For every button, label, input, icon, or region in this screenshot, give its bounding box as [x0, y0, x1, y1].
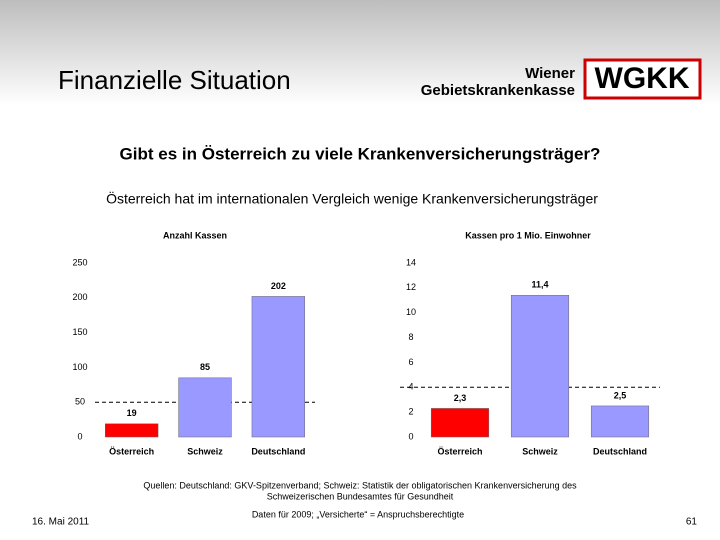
- y-tick-label: 150: [72, 327, 87, 337]
- logo-box: [583, 58, 702, 100]
- y-tick-label: 4: [408, 382, 413, 392]
- page-number: 61: [686, 517, 698, 528]
- bar: [105, 423, 159, 438]
- y-tick-label: 200: [72, 292, 87, 302]
- bar: [251, 296, 305, 438]
- y-tick-label: 100: [72, 362, 87, 372]
- question: Gibt es in Österreich zu viele Krankenve…: [120, 144, 601, 163]
- data-label: 11,4: [531, 280, 548, 290]
- data-label: 2,3: [454, 393, 467, 403]
- y-tick-label: 2: [408, 407, 413, 417]
- header-title: Finanzielle Situation: [58, 65, 291, 95]
- x-tick-label: Deutschland: [251, 446, 305, 456]
- y-tick-label: 14: [406, 257, 416, 267]
- logo-text: Gebietskrankenkasse: [421, 82, 575, 99]
- chart-title: Anzahl Kassen: [163, 230, 227, 240]
- y-tick-label: 10: [406, 307, 416, 317]
- x-tick-label: Österreich: [109, 446, 154, 456]
- logo-text: Wiener: [525, 65, 575, 82]
- y-tick-label: 8: [408, 332, 413, 342]
- bar: [430, 408, 490, 438]
- bar: [510, 295, 570, 438]
- bar: [178, 377, 232, 438]
- chart-title: Kassen pro 1 Mio. Einwohner: [465, 230, 591, 240]
- data-label: 19: [127, 408, 137, 418]
- note: Daten für 2009; „Versicherte“ = Anspruch…: [252, 509, 464, 519]
- sources: Quellen: Deutschland: GKV-Spitzenverband…: [143, 480, 577, 490]
- sources: Schweizerischen Bundesamtes für Gesundhe…: [267, 491, 454, 501]
- x-tick-label: Deutschland: [593, 446, 647, 456]
- x-tick-label: Österreich: [437, 446, 482, 456]
- y-tick-label: 6: [408, 357, 413, 367]
- y-tick-label: 12: [406, 282, 416, 292]
- data-label: 2,5: [614, 390, 627, 400]
- bar: [590, 405, 650, 438]
- date: 16. Mai 2011: [32, 517, 90, 528]
- x-tick-label: Schweiz: [522, 446, 558, 456]
- logo: WGKK: [595, 62, 690, 95]
- y-tick-label: 250: [72, 257, 87, 267]
- subtitle: Österreich hat im internationalen Vergle…: [106, 190, 598, 207]
- data-label: 85: [200, 362, 210, 372]
- x-tick-label: Schweiz: [187, 446, 223, 456]
- data-label: 202: [271, 281, 286, 291]
- y-tick-label: 0: [77, 431, 82, 441]
- y-tick-label: 50: [75, 397, 85, 407]
- y-tick-label: 0: [408, 431, 413, 441]
